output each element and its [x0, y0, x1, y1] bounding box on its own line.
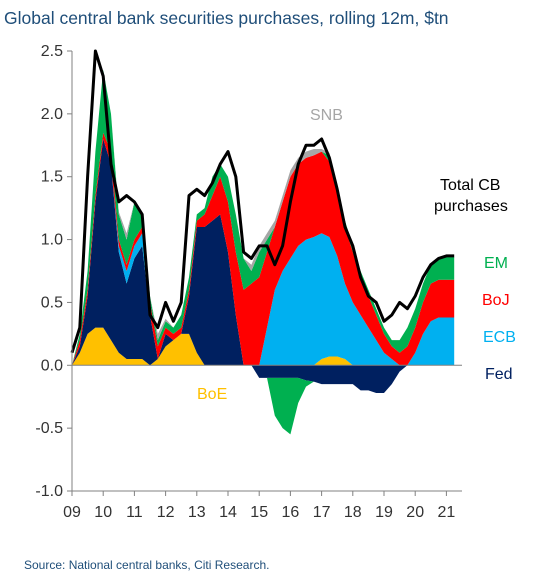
y-tick-label: 2.5: [41, 43, 63, 60]
y-tick-label: 0.5: [41, 294, 63, 311]
total-label-line1: Total CB: [440, 177, 500, 194]
y-tick-label: -1.0: [35, 483, 63, 500]
boe-label: BoE: [197, 386, 227, 403]
x-tick-label: 10: [94, 504, 112, 521]
x-tick-label: 20: [406, 504, 424, 521]
x-tick-label: 17: [313, 504, 331, 521]
x-tick-label: 14: [219, 504, 237, 521]
total-cb-purchases-line: [70, 49, 455, 354]
series-labels: SNB Total CB purchases EM BoJ ECB Fed Bo…: [197, 107, 516, 403]
ecb-label: ECB: [483, 329, 516, 346]
y-tick-label: 1.0: [41, 232, 63, 249]
area-boe-positive: [72, 327, 455, 366]
snb-label: SNB: [310, 107, 343, 124]
boj-label: BoJ: [482, 292, 510, 309]
x-tick-label: 16: [282, 504, 300, 521]
x-tick-label: 15: [250, 504, 268, 521]
axes: 2.5 2.0 1.5 1.0 0.5 0.0 -0.5 -1.009 10 11 12 13 14 15…: [35, 43, 462, 521]
x-tick-label: 11: [126, 504, 143, 521]
area-fed-negative: [72, 365, 455, 393]
total-label-line2: purchases: [434, 198, 508, 215]
chart-title: Global central bank securities purchases…: [4, 8, 449, 28]
x-tick-label: 21: [438, 504, 456, 521]
x-tick-label: 09: [63, 504, 81, 521]
fed-label: Fed: [485, 366, 513, 383]
x-tick-label: 19: [375, 504, 393, 521]
area-boj-positive: [72, 132, 455, 366]
em-label: EM: [484, 255, 508, 272]
x-tick-label: 12: [157, 504, 175, 521]
stacked-areas: [70, 49, 455, 435]
x-tick-label: 13: [188, 504, 206, 521]
y-tick-label: 0.0: [41, 357, 63, 374]
x-tick-label: 18: [344, 504, 362, 521]
y-tick-label: -0.5: [35, 420, 63, 437]
source-note: Source: National central banks, Citi Res…: [24, 558, 270, 572]
y-tick-label: 1.5: [41, 169, 63, 186]
y-tick-label: 2.0: [41, 106, 63, 123]
